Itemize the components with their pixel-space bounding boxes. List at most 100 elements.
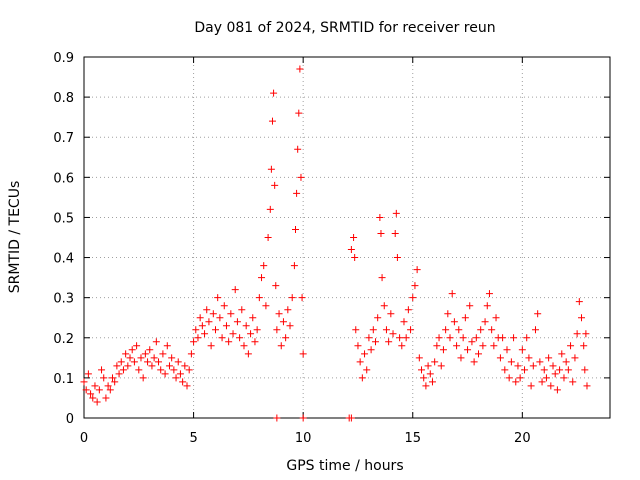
data-point: [583, 382, 591, 390]
data-point: [564, 366, 572, 374]
data-point: [361, 350, 369, 358]
data-point: [492, 314, 500, 322]
data-point: [409, 294, 417, 302]
data-point: [534, 310, 542, 318]
x-tick-label: 15: [404, 431, 421, 446]
data-point: [174, 358, 182, 366]
data-point: [490, 342, 498, 350]
y-tick-label: 0.4: [53, 252, 74, 267]
data-point: [296, 65, 304, 73]
data-point: [293, 189, 301, 197]
data-point: [542, 374, 550, 382]
data-point: [512, 378, 520, 386]
data-point: [273, 414, 281, 422]
data-point: [266, 205, 274, 213]
data-point: [201, 330, 209, 338]
data-point: [369, 326, 377, 334]
data-point: [455, 326, 463, 334]
data-point: [207, 342, 215, 350]
data-point: [398, 342, 406, 350]
data-point: [249, 314, 257, 322]
data-point: [87, 390, 95, 398]
data-point: [551, 370, 559, 378]
data-point: [277, 342, 285, 350]
data-point: [291, 225, 299, 233]
data-point: [580, 342, 588, 350]
data-point: [80, 378, 88, 386]
data-point: [214, 294, 222, 302]
data-point: [488, 326, 496, 334]
data-point: [298, 294, 306, 302]
x-axis-label: GPS time / hours: [286, 458, 403, 474]
data-point: [192, 326, 200, 334]
data-point: [496, 354, 504, 362]
data-point: [347, 246, 355, 254]
data-point: [435, 334, 443, 342]
data-point: [271, 181, 279, 189]
data-point: [571, 354, 579, 362]
data-point: [286, 322, 294, 330]
data-point: [238, 306, 246, 314]
data-point: [299, 350, 307, 358]
data-point: [516, 374, 524, 382]
data-point: [141, 350, 149, 358]
data-point: [288, 294, 296, 302]
data-point: [415, 354, 423, 362]
y-tick-label: 0.2: [53, 332, 74, 347]
y-tick-label: 0.5: [53, 211, 74, 226]
data-point: [424, 362, 432, 370]
data-point: [531, 326, 539, 334]
data-point: [382, 326, 390, 334]
data-point: [472, 334, 480, 342]
data-point: [444, 310, 452, 318]
data-point: [159, 350, 167, 358]
data-point: [144, 358, 152, 366]
data-point: [501, 366, 509, 374]
data-point: [240, 342, 248, 350]
data-point: [260, 262, 268, 270]
data-point: [179, 378, 187, 386]
data-point: [126, 354, 134, 362]
data-point: [389, 330, 397, 338]
data-point: [124, 362, 132, 370]
data-point: [350, 234, 358, 241]
data-point: [185, 366, 193, 374]
data-point: [135, 366, 143, 374]
data-point: [227, 310, 235, 318]
data-point: [152, 338, 160, 346]
grid: [84, 57, 610, 418]
data-point: [282, 334, 290, 342]
data-point: [170, 366, 178, 374]
data-point: [130, 358, 138, 366]
data-point: [437, 362, 445, 370]
data-point: [264, 234, 272, 241]
data-point: [380, 302, 388, 310]
data-point: [464, 346, 472, 354]
y-axis-label: SRMTID / TECUs: [7, 181, 23, 294]
data-point: [536, 358, 544, 366]
data-point: [578, 314, 586, 322]
data-point: [172, 374, 180, 382]
data-point: [446, 334, 454, 342]
data-point: [371, 338, 379, 346]
data-point: [562, 358, 570, 366]
data-point: [347, 414, 355, 422]
data-point: [176, 370, 184, 378]
data-point: [157, 366, 165, 374]
data-point: [575, 298, 583, 306]
data-point: [573, 330, 581, 338]
plot-frame: [83, 56, 611, 419]
data-point: [499, 334, 507, 342]
data-point: [527, 382, 535, 390]
data-point: [400, 318, 408, 326]
data-point: [242, 322, 250, 330]
data-point: [521, 366, 529, 374]
data-point: [216, 314, 224, 322]
data-point: [299, 414, 307, 422]
data-point: [163, 342, 171, 350]
data-point: [422, 382, 430, 390]
data-point: [510, 334, 518, 342]
data-point: [146, 346, 154, 354]
data-point: [374, 314, 382, 322]
data-point: [457, 354, 465, 362]
